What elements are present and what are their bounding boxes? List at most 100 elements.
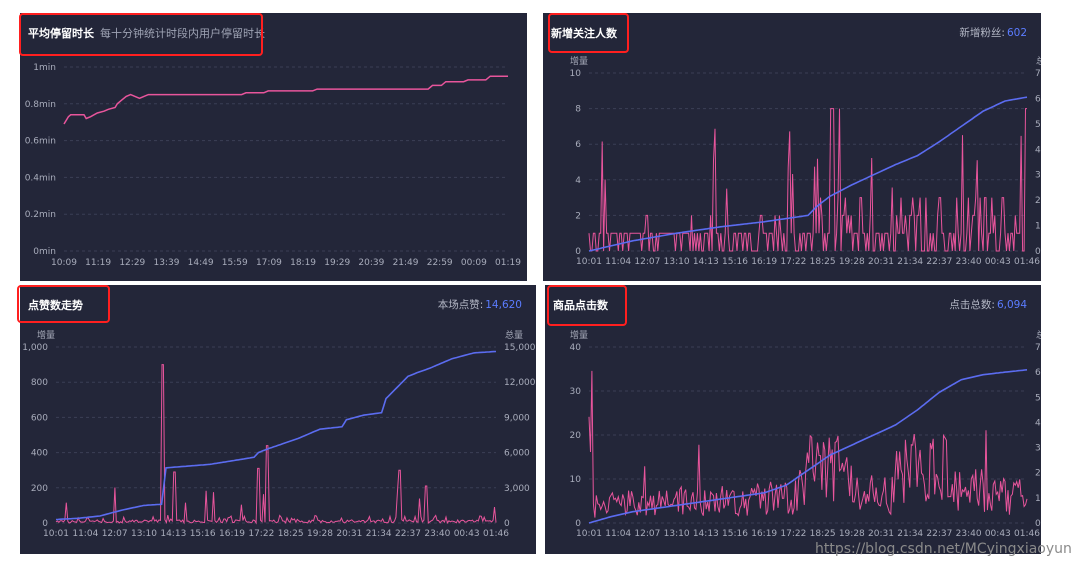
x-tick-label: 19:29 — [324, 258, 350, 268]
x-tick-label: 01:46 — [1014, 529, 1040, 539]
y-right-tick-label: 100 — [1035, 222, 1041, 232]
x-tick-label: 22:37 — [926, 257, 952, 267]
x-tick-label: 11:04 — [72, 529, 98, 539]
y-right-tick-label: 200 — [1035, 196, 1041, 206]
x-tick-label: 18:25 — [810, 529, 836, 539]
x-tick-label: 00:43 — [454, 529, 480, 539]
likes-chart: 0 200 400 600 800 1,000 0 3,000 6,000 9,000 12,000… — [22, 329, 536, 539]
x-tick-label: 01:19 — [495, 258, 521, 268]
panel-avg-stay: 平均停留时长 每十分钟统计时段内用户停留时长 0min 0.2min 0.4min 0.… — [20, 13, 527, 281]
stat-likes: 本场点赞: 14,620 — [437, 299, 522, 311]
y-right-tick-label: 7,000 — [1035, 343, 1041, 353]
x-tick-label: 12:29 — [119, 258, 145, 268]
panel-new-followers: 新增关注人数 新增粉丝:602 024681001002003004005006… — [543, 13, 1041, 281]
x-tick-label: 18:25 — [278, 529, 304, 539]
y-left-tick-label: 4 — [575, 176, 581, 186]
panel-title: 商品点击数 — [553, 299, 608, 312]
x-tick-label: 14:49 — [188, 258, 214, 268]
x-tick-label: 15:59 — [222, 258, 248, 268]
series-line-stay — [63, 75, 508, 125]
x-tick-label: 10:01 — [576, 257, 602, 267]
series-increment — [588, 370, 1028, 518]
panel-title: 点赞数走势 — [28, 299, 83, 312]
y-left-tick-label: 20 — [570, 431, 582, 441]
x-tick-label: 17:22 — [248, 529, 274, 539]
x-tick-label: 14:13 — [160, 529, 186, 539]
x-tick-label: 11:04 — [605, 257, 631, 267]
x-tick-label: 16:19 — [751, 529, 777, 539]
panel-subtitle: 每十分钟统计时段内用户停留时长 — [100, 27, 265, 40]
y-right-axis-label: 总量 — [1036, 329, 1041, 341]
panel-product-clicks: 商品点击数 点击总数:6,094 0 10 20 30 40 0 1,000 2,000 3,0… — [545, 285, 1041, 554]
y-left-tick-label: 8 — [575, 105, 581, 115]
y-right-axis-label: 总量 — [505, 329, 523, 341]
x-tick-label: 16:19 — [219, 529, 245, 539]
y-tick-label: 0min — [33, 247, 56, 257]
y-right-tick-label: 600 — [1035, 94, 1041, 104]
x-tick-label: 22:37 — [926, 529, 952, 539]
x-tick-label: 00:43 — [985, 529, 1011, 539]
y-left-tick-label: 0 — [575, 247, 581, 257]
y-left-axis-label: 增量 — [570, 329, 588, 341]
x-tick-label: 15:16 — [722, 529, 748, 539]
x-tick-label: 14:13 — [693, 257, 719, 267]
x-tick-label: 12:07 — [102, 529, 128, 539]
x-tick-label: 17:09 — [256, 258, 282, 268]
x-tick-label: 10:09 — [51, 258, 77, 268]
x-tick-label: 20:31 — [868, 257, 894, 267]
highlight-box — [17, 285, 110, 323]
y-left-tick-label: 600 — [31, 413, 48, 423]
highlight-box — [19, 13, 263, 56]
y-right-tick-label: 1,000 — [1035, 494, 1041, 504]
y-left-tick-label: 0 — [42, 519, 48, 529]
y-tick-label: 0.4min — [25, 173, 56, 183]
y-right-axis-label: 总量 — [1036, 55, 1041, 67]
followers-chart: 02468100100200300400500600700增量总量10:0111… — [570, 55, 1041, 267]
y-right-tick-label: 500 — [1035, 120, 1041, 130]
x-tick-label: 13:10 — [131, 529, 157, 539]
y-left-tick-label: 200 — [31, 484, 48, 494]
x-tick-label: 10:01 — [43, 529, 69, 539]
y-right-tick-label: 12,000 — [504, 378, 536, 388]
y-right-tick-label: 4,000 — [1035, 418, 1041, 428]
x-tick-label: 13:10 — [664, 257, 690, 267]
y-right-tick-label: 3,000 — [1035, 444, 1041, 454]
x-tick-label: 19:28 — [839, 529, 865, 539]
y-right-tick-label: 300 — [1035, 171, 1041, 181]
x-tick-label: 21:34 — [897, 257, 923, 267]
stat-clicks: 点击总数: 6,094 — [949, 299, 1027, 311]
highlight-box — [548, 13, 629, 53]
y-tick-label: 1min — [33, 63, 56, 73]
y-right-tick-label: 5,000 — [1035, 393, 1041, 403]
panel-title: 新增关注人数 — [551, 27, 617, 40]
y-right-tick-label: 9,000 — [504, 413, 530, 423]
y-right-tick-label: 6,000 — [504, 449, 530, 459]
x-tick-label: 15:16 — [190, 529, 216, 539]
y-left-tick-label: 400 — [31, 449, 48, 459]
y-left-tick-label: 800 — [31, 378, 48, 388]
y-left-tick-label: 10 — [570, 475, 582, 485]
x-tick-label: 17:22 — [780, 257, 806, 267]
x-tick-label: 21:49 — [393, 258, 419, 268]
y-left-tick-label: 6 — [575, 140, 581, 150]
x-tick-label: 18:19 — [290, 258, 316, 268]
y-left-tick-label: 40 — [570, 343, 582, 353]
y-left-tick-label: 1,000 — [22, 343, 48, 353]
y-right-tick-label: 3,000 — [504, 484, 530, 494]
y-right-tick-label: 0 — [504, 519, 510, 529]
x-tick-label: 20:31 — [868, 529, 894, 539]
y-tick-label: 0.6min — [25, 137, 56, 147]
x-tick-label: 21:34 — [366, 529, 392, 539]
y-left-axis-label: 增量 — [570, 55, 588, 67]
series-increment — [588, 108, 1027, 252]
x-tick-label: 16:19 — [751, 257, 777, 267]
stay-chart: 0min 0.2min 0.4min 0.6min 0.8min 1min 10:09 11:… — [25, 63, 522, 268]
y-right-tick-label: 400 — [1035, 145, 1041, 155]
x-tick-label: 18:25 — [810, 257, 836, 267]
x-tick-label: 11:19 — [85, 258, 111, 268]
x-tick-label: 00:09 — [461, 258, 487, 268]
x-tick-label: 20:31 — [336, 529, 362, 539]
y-right-tick-label: 2,000 — [1035, 469, 1041, 479]
y-left-axis-label: 增量 — [37, 329, 55, 341]
x-tick-label: 12:07 — [634, 257, 660, 267]
